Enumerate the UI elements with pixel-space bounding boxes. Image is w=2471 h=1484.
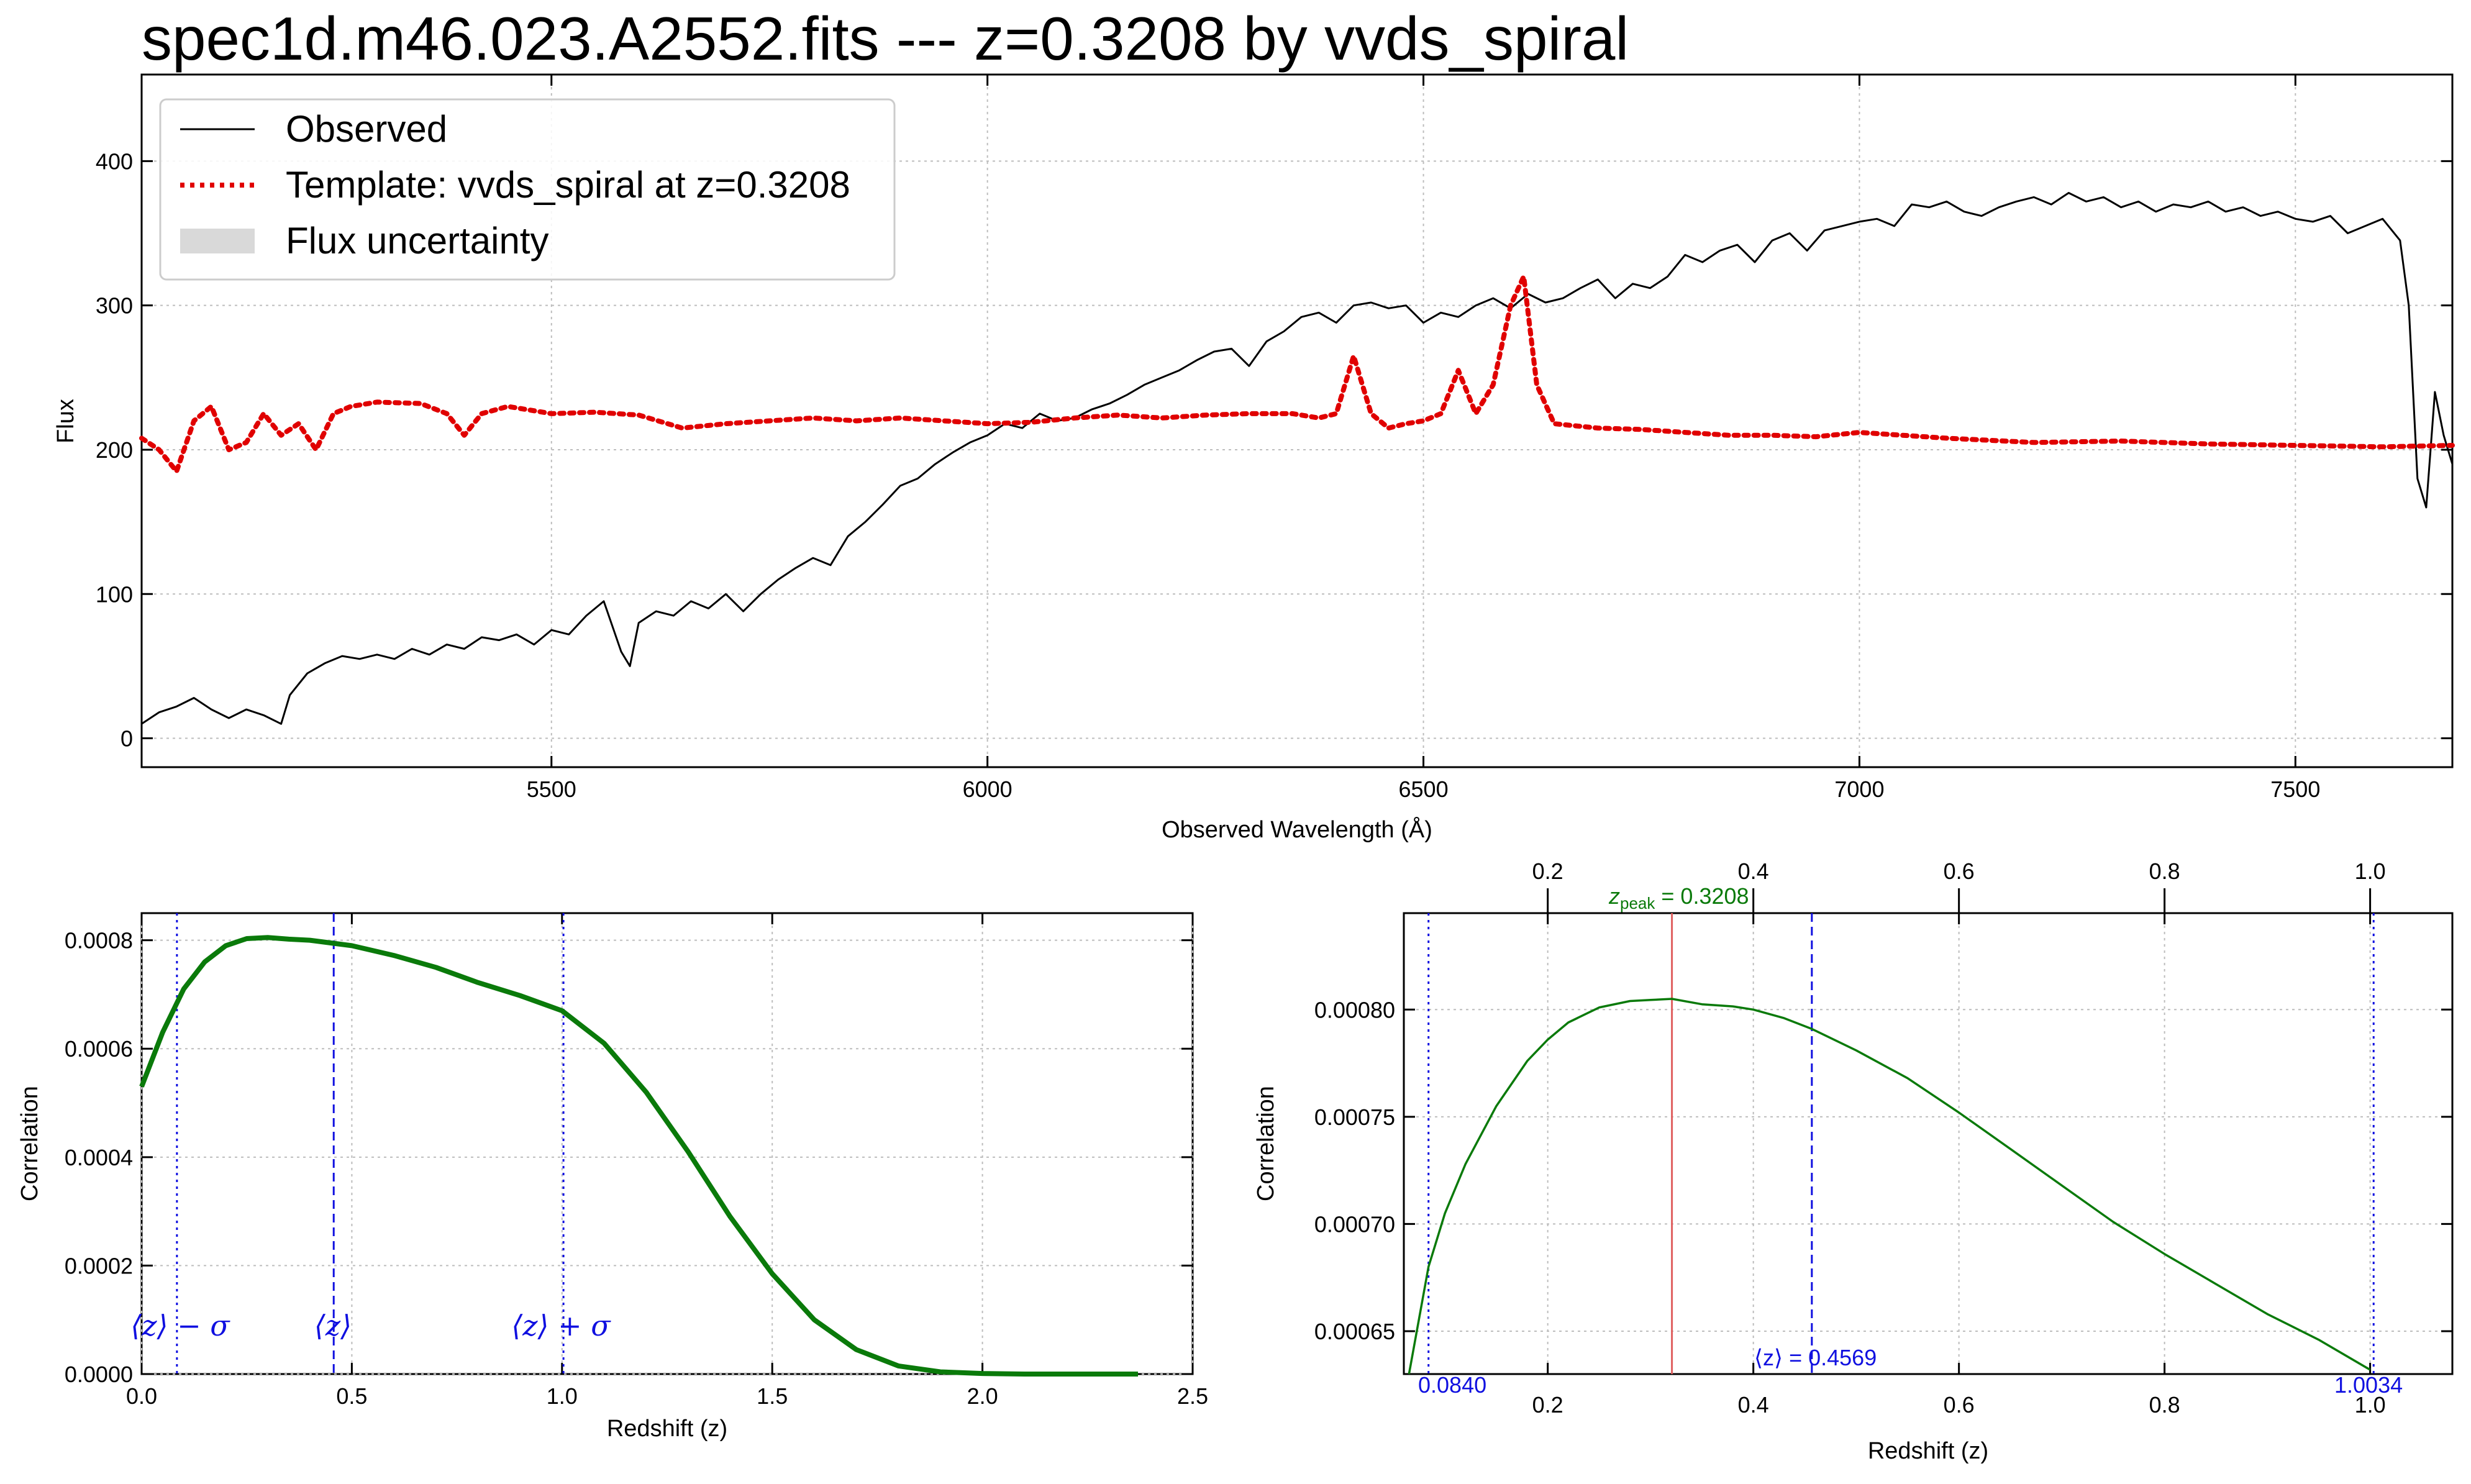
zhigh-annotation: 1.0034 xyxy=(2334,1372,2403,1398)
correlation-xlabel: Redshift (z) xyxy=(607,1416,727,1442)
zpeak-symbol: z xyxy=(1608,883,1620,909)
x-tick-label: 2.5 xyxy=(1177,1383,1208,1409)
correlation-zoom-series xyxy=(1408,913,2375,1375)
zmean-minus-sigma-label: ⟨z⟩ − σ xyxy=(130,1309,230,1342)
y-tick-label: 0.00065 xyxy=(1314,1319,1395,1344)
legend: Observed Template: vvds_spiral at z=0.32… xyxy=(159,98,896,281)
x-tick-label: 1.0 xyxy=(547,1383,578,1409)
top-x-tick-label: 0.8 xyxy=(2149,858,2180,884)
x-tick-label: 0.8 xyxy=(2149,1392,2180,1418)
correlation-grid xyxy=(141,913,1193,1375)
zpeak-value: = 0.3208 xyxy=(1655,883,1749,909)
top-x-tick-label: 0.4 xyxy=(1738,858,1769,884)
correlation-ticks: 0.0 0.5 1.0 1.5 2.0 2.5 0.0000 0.0002 0.0004 0.00… xyxy=(65,913,1208,1409)
y-tick-label: 400 xyxy=(96,148,133,174)
y-tick-label: 100 xyxy=(96,581,133,607)
x-tick-label: 0.6 xyxy=(1944,1392,1975,1418)
legend-uncertainty-label: Flux uncertainty xyxy=(286,220,549,262)
legend-template-label: Template: vvds_spiral at z=0.3208 xyxy=(286,164,850,206)
y-tick-label: 0.00070 xyxy=(1314,1211,1395,1237)
correlation-zoom-ticks: 0.2 0.4 0.6 0.8 1.0 0.00065 0.00070 0.00075 0.00… xyxy=(1314,858,2452,1418)
y-tick-label: 300 xyxy=(96,293,133,319)
correlation-zoom-frame xyxy=(1403,912,2454,1375)
chart-title: spec1d.m46.023.A2552.fits --- z=0.3208 b… xyxy=(142,4,1629,73)
spectrum-frame xyxy=(140,73,2454,768)
spectrum-ylabel: Flux xyxy=(53,399,79,444)
x-tick-label: 2.0 xyxy=(967,1383,998,1409)
y-tick-label: 0.0008 xyxy=(65,928,133,954)
x-tick-label: 7000 xyxy=(1834,776,1884,802)
spectrum-panel: 5500 6000 6500 7000 7500 0 100 200 300 400 Observ… xyxy=(53,73,2455,843)
zmean-plus-sigma-label: ⟨z⟩ + σ xyxy=(511,1309,611,1342)
legend-uncertainty-swatch xyxy=(180,229,255,253)
x-tick-label: 6500 xyxy=(1399,776,1449,802)
x-tick-label: 1.0 xyxy=(2355,1392,2386,1418)
y-tick-label: 0 xyxy=(121,726,133,752)
spectrum-xlabel: Observed Wavelength (Å) xyxy=(1162,816,1432,843)
correlation-zoom-ylabel: Correlation xyxy=(1253,1086,1279,1201)
zmean-label: ⟨z⟩ xyxy=(314,1309,352,1342)
correlation-ylabel: Correlation xyxy=(17,1086,43,1201)
correlation-zoom-line xyxy=(1408,998,2371,1375)
template-line xyxy=(139,274,2455,474)
correlation-zoom-xlabel: Redshift (z) xyxy=(1868,1438,1988,1464)
spectrum-ticks: 5500 6000 6500 7000 7500 0 100 200 300 400 xyxy=(96,75,2452,802)
x-tick-label: 5500 xyxy=(527,776,576,802)
x-tick-label: 0.2 xyxy=(1532,1392,1563,1418)
y-tick-label: 0.00080 xyxy=(1314,997,1395,1022)
zpeak-subscript: peak xyxy=(1620,894,1655,913)
y-tick-label: 0.0002 xyxy=(65,1253,133,1278)
correlation-series xyxy=(139,913,1138,1377)
y-tick-label: 0.0006 xyxy=(65,1036,133,1062)
top-x-tick-label: 1.0 xyxy=(2355,858,2386,884)
zpeak-annotation: zpeak = 0.3208 xyxy=(1608,883,1749,913)
x-tick-label: 6000 xyxy=(963,776,1013,802)
y-tick-label: 0.0004 xyxy=(65,1145,133,1170)
correlation-panel: 0.0 0.5 1.0 1.5 2.0 2.5 0.0000 0.0002 0.0004 0.00… xyxy=(17,912,1208,1442)
y-tick-label: 0.00075 xyxy=(1314,1104,1395,1130)
correlation-zoom-grid xyxy=(1404,913,2452,1374)
y-tick-label: 0.0000 xyxy=(65,1362,133,1387)
legend-observed-label: Observed xyxy=(286,108,447,150)
zlow-annotation: 0.0840 xyxy=(1418,1372,1486,1398)
x-tick-label: 0.0 xyxy=(126,1383,157,1409)
correlation-line xyxy=(139,935,1138,1377)
y-tick-label: 200 xyxy=(96,437,133,463)
spectrum-series xyxy=(139,192,2455,725)
observed-line xyxy=(141,192,2454,725)
zmean-annotation: ⟨z⟩ = 0.4569 xyxy=(1754,1345,1877,1370)
top-x-tick-label: 0.6 xyxy=(1944,858,1975,884)
x-tick-label: 1.5 xyxy=(757,1383,788,1409)
top-x-tick-label: 0.2 xyxy=(1532,858,1563,884)
correlation-zoom-panel: 0.2 0.4 0.6 0.8 1.0 0.00065 0.00070 0.00075 0.00… xyxy=(1253,858,2454,1464)
x-tick-label: 0.4 xyxy=(1738,1392,1769,1418)
correlation-frame xyxy=(140,912,1194,1375)
legend-box xyxy=(159,98,896,281)
x-tick-label: 7500 xyxy=(2270,776,2320,802)
x-tick-label: 0.5 xyxy=(336,1383,367,1409)
